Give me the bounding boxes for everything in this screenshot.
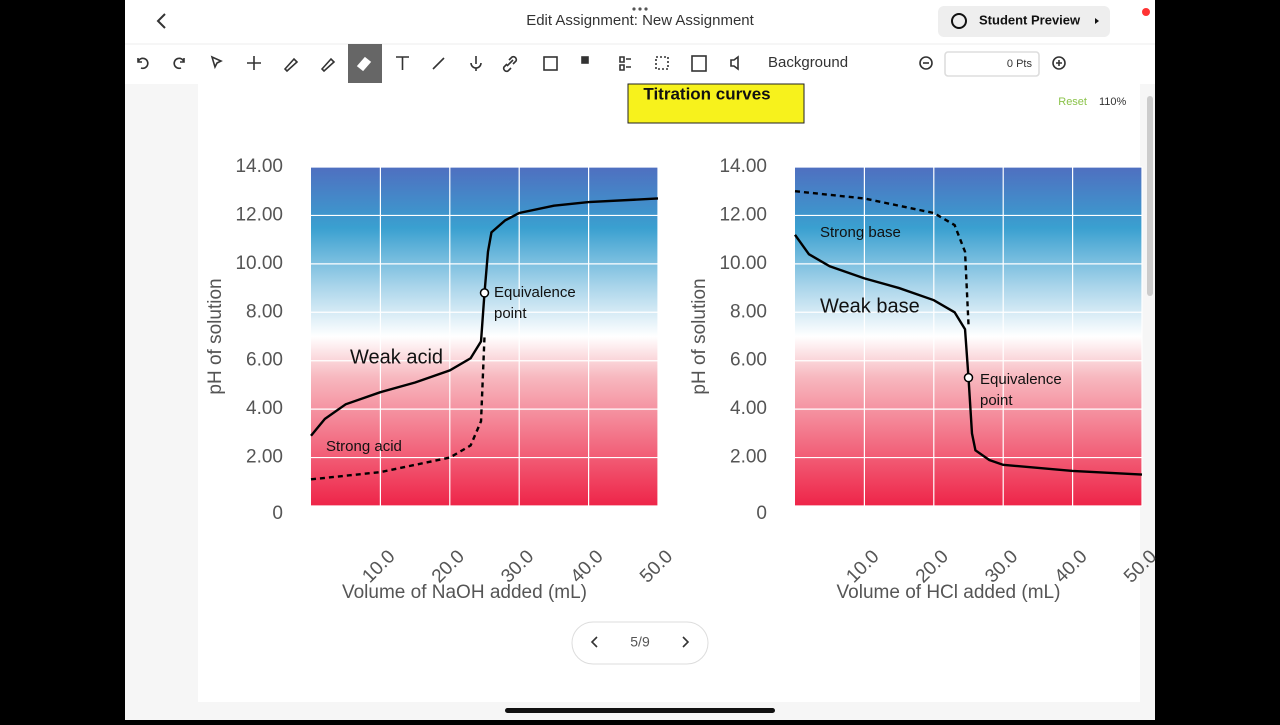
toolbar: [137, 44, 1066, 83]
zoom-in-plus: [1056, 60, 1062, 66]
y-tick-label: 0: [272, 503, 283, 524]
slide-title-box: [627, 83, 805, 124]
pager: [571, 621, 709, 665]
eraser-icon: [356, 56, 372, 72]
background-button[interactable]: Background: [768, 54, 848, 71]
points-field[interactable]: [944, 51, 1040, 77]
undo[interactable]: [137, 57, 149, 70]
x-axis-label: Volume of NaOH added (mL): [342, 582, 587, 603]
annotation: Weak acid: [350, 346, 443, 368]
y-tick-label: 4.00: [246, 398, 283, 419]
annotation: Strong base: [820, 224, 901, 241]
plot-background: [795, 167, 1142, 506]
sound-tool[interactable]: [730, 55, 739, 71]
y-tick-label: 10.00: [719, 253, 767, 274]
titration-curve: [794, 190, 970, 325]
reset-button[interactable]: Reset: [1058, 96, 1087, 108]
prev-page[interactable]: [590, 636, 598, 648]
zoom-in[interactable]: [1052, 56, 1066, 70]
list-tool[interactable]: [619, 56, 631, 71]
home-indicator: [505, 708, 775, 713]
equivalence-point: [963, 372, 974, 383]
notes-tool[interactable]: [691, 55, 707, 72]
equivalence-point: [479, 288, 490, 298]
drag-handle: [632, 7, 648, 11]
titration-curve: [310, 197, 659, 437]
move-tool[interactable]: [247, 56, 261, 70]
y-tick-label: 0: [756, 503, 767, 524]
image-tool[interactable]: [543, 56, 558, 71]
y-tick-label: 8.00: [246, 301, 283, 322]
next-page[interactable]: [682, 636, 690, 648]
plot-background: [311, 167, 658, 506]
titration-curve: [310, 336, 486, 481]
notification-dot: [1142, 8, 1150, 16]
play-icon: [1095, 18, 1099, 24]
shape-tool[interactable]: [581, 56, 589, 64]
pen-tool[interactable]: [283, 57, 299, 73]
header-title: Edit Assignment: New Assignment: [526, 12, 754, 29]
zoom-out[interactable]: [919, 56, 933, 70]
select-area-tool[interactable]: [655, 56, 669, 70]
points-value: 0 Pts: [1007, 58, 1033, 70]
titration-curve: [794, 234, 1143, 476]
preview-icon: [951, 13, 967, 29]
redo[interactable]: [173, 57, 185, 70]
y-tick-label: 12.00: [719, 204, 767, 225]
y-tick-label: 8.00: [730, 301, 767, 322]
annotation: Equivalence: [494, 284, 576, 301]
annotation: Weak base: [820, 295, 920, 317]
select-tool[interactable]: [210, 55, 223, 70]
x-axis-label: Volume of HCl added (mL): [837, 582, 1061, 603]
annotation: Strong acid: [326, 438, 402, 455]
zoom-level: 110%: [1099, 96, 1127, 108]
y-tick-label: 6.00: [246, 350, 283, 371]
student-preview-button[interactable]: [938, 6, 1110, 37]
page-indicator: 5/9: [630, 634, 650, 650]
y-tick-label: 12.00: [235, 204, 283, 225]
y-tick-label: 6.00: [730, 350, 767, 371]
highlighter-tool[interactable]: [320, 57, 336, 73]
y-tick-label: 14.00: [235, 156, 283, 177]
annotation: point: [980, 392, 1013, 409]
back-button[interactable]: [156, 13, 166, 29]
link-tool[interactable]: [502, 55, 518, 73]
y-tick-label: 2.00: [730, 447, 767, 468]
audio-tool[interactable]: [470, 56, 482, 71]
scrollbar: [1147, 96, 1153, 296]
preview-label: Student Preview: [979, 12, 1081, 27]
annotation: point: [494, 305, 527, 322]
y-axis-label: pH of solution: [205, 278, 226, 394]
y-tick-label: 2.00: [246, 447, 283, 468]
annotation: Equivalence: [980, 371, 1062, 388]
slide-title: Titration curves: [643, 84, 770, 103]
y-tick-label: 10.00: [235, 253, 283, 274]
y-tick-label: 4.00: [730, 398, 767, 419]
y-axis-label: pH of solution: [689, 278, 710, 394]
y-tick-label: 14.00: [719, 156, 767, 177]
text-tool[interactable]: [396, 56, 409, 70]
line-tool[interactable]: [432, 57, 445, 70]
